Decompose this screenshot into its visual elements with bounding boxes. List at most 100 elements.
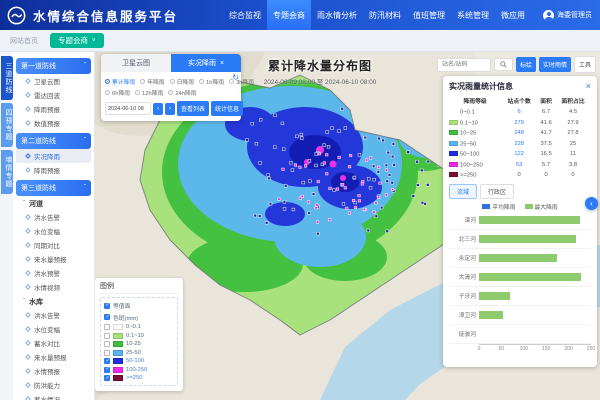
home-link[interactable]: 网站首页	[10, 37, 38, 45]
station-count-link[interactable]: 279	[514, 119, 524, 126]
close-icon[interactable]: ×	[585, 81, 591, 91]
sidebar-item[interactable]: 卫星云图	[16, 74, 91, 88]
nav-item[interactable]: 综合监视	[229, 10, 261, 20]
nav-item[interactable]: 微应用	[501, 10, 525, 20]
sidebar-item[interactable]: 防洪能力	[16, 378, 91, 392]
nav-item[interactable]: 专题会商	[267, 0, 311, 30]
map-canvas[interactable]: 累计降水量分布图 2024-06-09 08:00 至 2024-06-10 0…	[95, 52, 600, 400]
area-cell: 5.7	[542, 161, 551, 168]
sidebar-section-header[interactable]: 第三道防线 ˆ	[16, 180, 91, 196]
scope-tab[interactable]: 行政区	[480, 183, 515, 199]
refresh-icon[interactable]: ↻	[232, 73, 239, 82]
station-count-link[interactable]: 122	[514, 151, 524, 158]
station-count-link[interactable]: 228	[514, 140, 524, 147]
rain-interval-option[interactable]: 累计降雨	[105, 77, 135, 86]
sidebar-item[interactable]: 蓄水对比	[16, 336, 91, 350]
sidebar-item[interactable]: 水情视频	[16, 280, 91, 294]
rain-interval-option[interactable]: 1h降雨	[199, 77, 224, 86]
checkbox[interactable]	[104, 358, 110, 364]
app-header: 水情综合信息服务平台 综合监视 专题会商 雨水情分析 防汛材料 值班管理 系统管理 微应用 …	[0, 0, 600, 30]
pct-cell: 11	[570, 151, 577, 158]
rain-interval-option[interactable]: 3h降雨	[229, 77, 254, 86]
tools-button[interactable]: 工具	[573, 56, 596, 73]
checkbox[interactable]	[104, 332, 110, 339]
sidebar-item[interactable]: 数值预报	[16, 116, 91, 130]
sidebar-item[interactable]: 降雨预报	[16, 163, 91, 177]
close-icon[interactable]: ×	[219, 59, 225, 67]
stats-info-button[interactable]: 统计信息	[211, 101, 244, 116]
app-title: 水情综合信息服务平台	[33, 9, 179, 24]
sidebar-item[interactable]: 实况降雨	[16, 149, 91, 163]
item-bullet-icon	[25, 242, 31, 248]
legend-class-row: 50-100	[104, 358, 174, 364]
side-tab[interactable]: 墒情专题	[1, 150, 13, 194]
color-swatch	[113, 341, 123, 347]
legend-class-row: >=250	[104, 375, 174, 381]
sidebar-item[interactable]: 洪水告警	[16, 210, 91, 224]
nav-item[interactable]: 防汛材料	[369, 10, 401, 20]
rain-interval-option[interactable]: 年降雨	[140, 77, 165, 86]
prev-button[interactable]: ‹	[153, 102, 163, 115]
sidebar-group-header[interactable]: ˆ 河道	[23, 201, 43, 208]
nav-item[interactable]: 值班管理	[413, 10, 445, 20]
sidebar-item[interactable]: 洪水预警	[16, 266, 91, 280]
sidebar-item[interactable]: 洪水告警	[16, 308, 91, 322]
checkbox[interactable]	[104, 349, 110, 356]
sidebar-section-header[interactable]: 第二道防线 ˆ	[16, 133, 91, 149]
item-bullet-icon	[25, 92, 31, 98]
side-tab[interactable]: 四预专题	[1, 103, 13, 147]
plot-button[interactable]: 标绘	[515, 57, 536, 72]
rain-interval-option[interactable]: 6h降雨	[105, 88, 130, 97]
nav-item[interactable]: 系统管理	[457, 10, 489, 20]
item-bullet-icon	[25, 382, 31, 388]
sidebar-item[interactable]: 蓄水情况	[16, 392, 91, 400]
user-menu[interactable]: 海委管理员	[543, 9, 592, 21]
rain-interval-option[interactable]: 24h降雨	[168, 88, 197, 97]
search-icon	[500, 61, 507, 68]
next-button[interactable]: ›	[165, 102, 175, 115]
checkbox[interactable]	[104, 314, 110, 320]
pct-cell: 27.9	[567, 119, 579, 126]
user-name: 海委管理员	[557, 12, 592, 19]
category-label: 大清河	[458, 275, 476, 281]
view-list-button[interactable]: 查看列表	[177, 101, 210, 116]
station-count-link[interactable]: 53	[515, 161, 523, 168]
date-input[interactable]	[105, 102, 151, 115]
sidebar-item[interactable]: 来水量预报	[16, 252, 91, 266]
sidebar-item[interactable]: 同期对比	[16, 238, 91, 252]
category-label: 漳卫河	[458, 313, 476, 319]
sidebar-item[interactable]: 来水量预报	[16, 350, 91, 364]
tab-satellite[interactable]: 卫星云图	[101, 54, 171, 72]
sidebar-item[interactable]: 水位变幅	[16, 322, 91, 336]
sidebar-section-header[interactable]: 第一道防线 ˆ	[16, 58, 91, 74]
sidebar-group-header[interactable]: ˆ 水库	[23, 299, 43, 306]
tab-live-rain[interactable]: 实况降雨 ×	[171, 54, 241, 72]
sidebar-item[interactable]: 雷达回波	[16, 88, 91, 102]
rain-interval-option[interactable]: 日降雨	[169, 77, 194, 86]
checkbox[interactable]	[104, 324, 110, 330]
checkbox[interactable]	[104, 302, 110, 309]
station-count-link[interactable]: 6	[517, 109, 521, 116]
radio-icon	[199, 79, 205, 84]
search-input[interactable]	[436, 57, 491, 72]
side-tab-rail: 三道防线四预专题墒情专题	[0, 52, 13, 400]
breadcrumb-strip: 网站首页 专题会商 ˅	[0, 30, 600, 52]
rain-interval-option[interactable]: 12h降雨	[135, 88, 163, 97]
side-tab[interactable]: 三道防线	[1, 56, 13, 100]
search-button[interactable]	[493, 58, 513, 71]
sidebar: 第一道防线 ˆ 卫星云图 雷达回波 降雨预报 数值预报 第二道防线 ˆ 实况降雨 降雨预报 第三道防…	[13, 52, 95, 400]
nav-item[interactable]: 雨水情分析	[317, 10, 357, 20]
collapse-panel-button[interactable]: ‹	[585, 197, 598, 210]
station-count-link[interactable]: 248	[514, 130, 524, 137]
sidebar-item[interactable]: 降雨预报	[16, 102, 91, 116]
live-rain-button[interactable]: 实时雨情	[538, 57, 571, 72]
sidebar-item[interactable]: 水位变幅	[16, 224, 91, 238]
active-topic-tab[interactable]: 专题会商 ˅	[50, 33, 104, 48]
table-row: 25~50 228 37.5 25	[449, 139, 591, 150]
checkbox[interactable]	[104, 375, 110, 381]
checkbox[interactable]	[104, 341, 110, 347]
scope-tab[interactable]: 流域	[449, 183, 478, 199]
checkbox[interactable]	[104, 366, 110, 373]
sidebar-item[interactable]: 水情预报	[16, 364, 91, 378]
